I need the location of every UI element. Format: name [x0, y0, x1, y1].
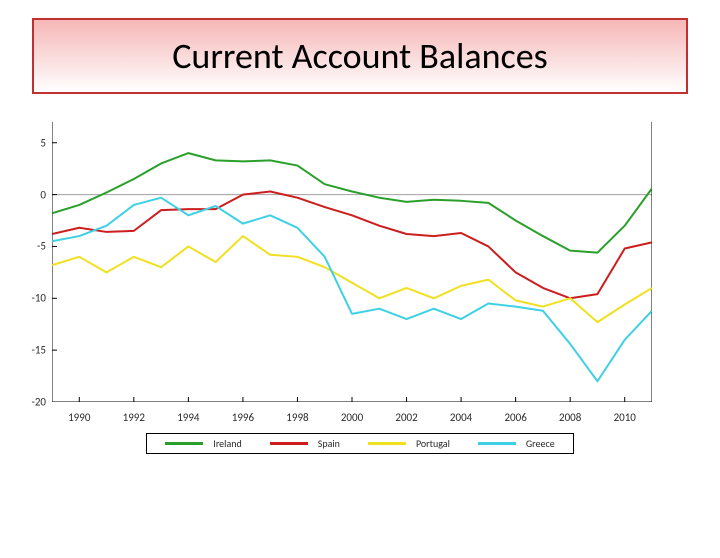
x-tick-label: 2008	[559, 407, 581, 424]
chart-container: 50-5-10-15-20 19901992199419961998200020…	[52, 122, 668, 407]
line-chart	[52, 122, 652, 402]
y-tick-label: 5	[40, 136, 52, 149]
legend-item-spain: Spain	[270, 437, 340, 450]
legend-item-portugal: Portugal	[368, 437, 450, 450]
legend-label: Spain	[318, 437, 340, 450]
legend-item-greece: Greece	[478, 437, 555, 450]
page-title: Current Account Balances	[44, 34, 676, 78]
legend-swatch	[270, 442, 308, 445]
legend-label: Portugal	[416, 437, 450, 450]
x-tick-label: 1992	[123, 407, 145, 424]
legend-label: Ireland	[213, 437, 241, 450]
legend-swatch	[368, 442, 406, 445]
legend-label: Greece	[526, 437, 555, 450]
x-tick-label: 1990	[68, 407, 90, 424]
legend-swatch	[165, 442, 203, 445]
y-tick-label: -20	[31, 396, 52, 409]
y-tick-label: -5	[37, 240, 52, 253]
x-tick-label: 1994	[177, 407, 199, 424]
legend-item-ireland: Ireland	[165, 437, 241, 450]
y-tick-label: -10	[31, 292, 52, 305]
y-tick-label: -15	[31, 344, 52, 357]
x-tick-label: 2004	[450, 407, 472, 424]
x-tick-label: 2006	[504, 407, 526, 424]
legend: Ireland Spain Portugal Greece	[146, 433, 573, 454]
x-tick-label: 2000	[341, 407, 363, 424]
title-banner: Current Account Balances	[32, 18, 688, 94]
legend-swatch	[478, 442, 516, 445]
x-tick-label: 1996	[232, 407, 254, 424]
y-tick-label: 0	[40, 188, 52, 201]
x-tick-label: 2010	[614, 407, 636, 424]
x-tick-label: 1998	[286, 407, 308, 424]
x-tick-label: 2002	[395, 407, 417, 424]
